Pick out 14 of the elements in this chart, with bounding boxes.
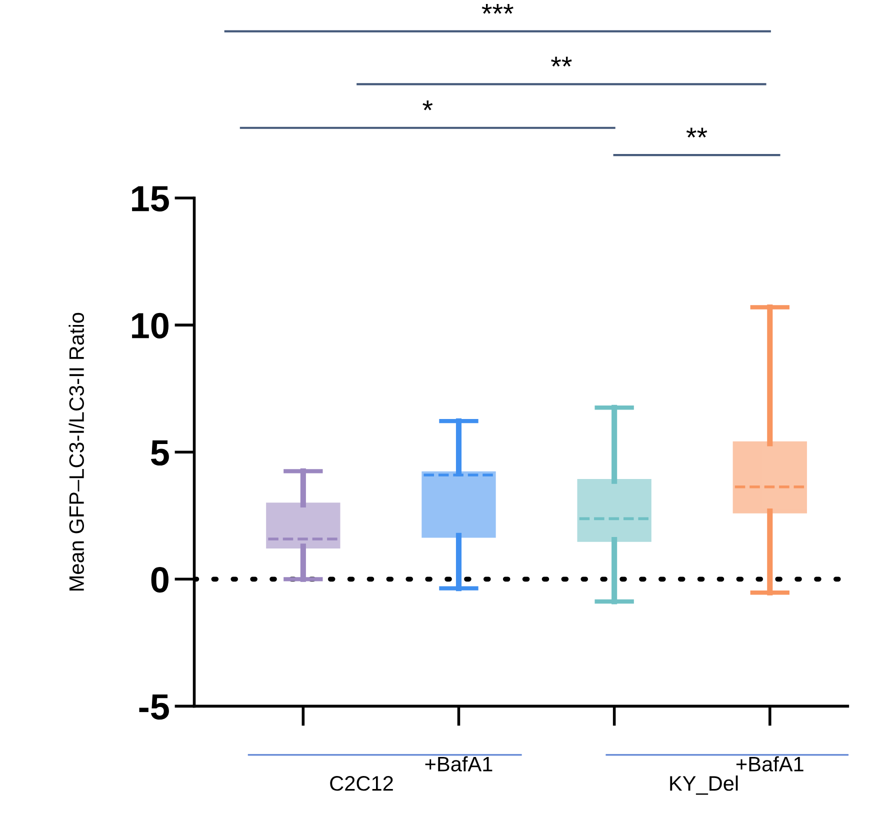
text: KY_Del	[670, 776, 738, 795]
y-tick-label: -5	[139, 694, 169, 720]
y-tick-label: 10	[132, 312, 168, 338]
text: C2C12	[330, 776, 393, 791]
y-tick-label: 15	[132, 186, 169, 212]
text: **	[551, 56, 572, 67]
y-axis-title: Mean GFP–LC3-I/LC3-II Ratio	[68, 312, 84, 590]
text: *	[422, 100, 433, 110]
x-tick-label: +BafA1	[736, 756, 804, 772]
y-tick-label: 5	[150, 440, 169, 466]
text: **	[686, 128, 708, 138]
y-tick-label: 0	[151, 567, 168, 593]
x-tick-label: +BafA1	[425, 756, 492, 772]
text: ***	[482, 4, 514, 14]
